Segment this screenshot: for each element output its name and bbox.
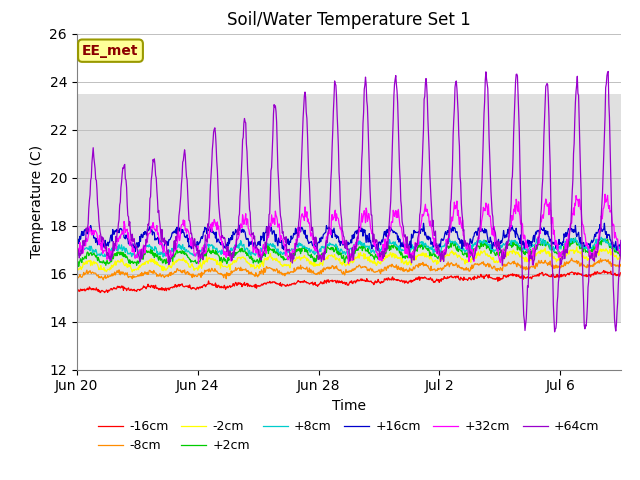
+8cm	[597, 234, 605, 240]
+64cm	[93, 177, 100, 183]
Legend: -16cm, -8cm, -2cm, +2cm, +8cm, +16cm, +32cm, +64cm: -16cm, -8cm, -2cm, +2cm, +8cm, +16cm, +3…	[93, 415, 604, 457]
Title: Soil/Water Temperature Set 1: Soil/Water Temperature Set 1	[227, 11, 470, 29]
+16cm	[617, 240, 625, 246]
+16cm	[202, 226, 209, 232]
-2cm	[301, 252, 308, 258]
-16cm	[93, 285, 100, 291]
+2cm	[75, 264, 83, 269]
Y-axis label: Temperature (C): Temperature (C)	[30, 145, 44, 258]
Text: EE_met: EE_met	[82, 44, 139, 58]
+32cm	[300, 214, 308, 219]
+2cm	[617, 245, 625, 251]
-8cm	[568, 255, 575, 261]
+16cm	[132, 249, 140, 254]
Line: +32cm: +32cm	[77, 194, 621, 265]
+8cm	[271, 245, 279, 251]
+8cm	[159, 254, 167, 260]
-2cm	[617, 255, 625, 261]
+32cm	[617, 246, 625, 252]
Line: -8cm: -8cm	[77, 258, 621, 280]
-2cm	[93, 260, 100, 266]
-2cm	[573, 244, 580, 250]
+2cm	[570, 236, 577, 241]
+2cm	[271, 250, 279, 256]
+64cm	[551, 329, 559, 335]
X-axis label: Time: Time	[332, 399, 366, 413]
Line: +2cm: +2cm	[77, 239, 621, 266]
-8cm	[382, 265, 390, 271]
-16cm	[202, 284, 209, 289]
+64cm	[271, 105, 278, 110]
-8cm	[99, 277, 107, 283]
+8cm	[93, 248, 100, 254]
+32cm	[93, 229, 100, 235]
+16cm	[382, 228, 390, 234]
-2cm	[129, 269, 136, 275]
+8cm	[73, 251, 81, 256]
-16cm	[617, 270, 625, 276]
+32cm	[271, 222, 278, 228]
-8cm	[73, 276, 81, 282]
+16cm	[600, 220, 608, 226]
+8cm	[617, 244, 625, 250]
-16cm	[513, 272, 520, 277]
-16cm	[301, 277, 308, 283]
+2cm	[513, 240, 520, 246]
+8cm	[301, 243, 308, 249]
+64cm	[617, 238, 625, 243]
Bar	[77, 94, 621, 322]
+64cm	[381, 245, 389, 251]
-16cm	[600, 268, 607, 274]
-8cm	[93, 272, 100, 277]
-8cm	[617, 262, 625, 267]
-8cm	[271, 268, 279, 274]
-2cm	[271, 256, 279, 262]
-16cm	[382, 277, 390, 283]
-8cm	[513, 264, 520, 270]
-8cm	[202, 269, 209, 275]
+32cm	[529, 262, 536, 268]
+16cm	[301, 231, 308, 237]
+2cm	[202, 250, 209, 255]
Line: -2cm: -2cm	[77, 247, 621, 272]
Line: -16cm: -16cm	[77, 271, 621, 293]
+32cm	[73, 243, 81, 249]
+64cm	[300, 104, 308, 110]
+8cm	[202, 244, 209, 250]
Line: +64cm: +64cm	[77, 72, 621, 332]
-2cm	[202, 259, 209, 265]
+16cm	[513, 231, 520, 237]
+64cm	[513, 72, 520, 77]
Line: +16cm: +16cm	[77, 223, 621, 252]
+2cm	[301, 244, 308, 250]
-16cm	[73, 288, 81, 294]
+32cm	[381, 236, 389, 242]
+8cm	[513, 239, 520, 245]
-8cm	[301, 266, 308, 272]
+2cm	[93, 255, 101, 261]
+2cm	[382, 251, 390, 256]
-16cm	[96, 290, 104, 296]
+64cm	[73, 253, 81, 259]
+2cm	[73, 261, 81, 267]
+8cm	[382, 241, 390, 247]
+16cm	[93, 236, 100, 241]
-2cm	[513, 249, 520, 255]
+32cm	[201, 251, 209, 256]
+32cm	[601, 192, 609, 197]
+16cm	[73, 241, 81, 247]
+64cm	[604, 69, 612, 74]
+64cm	[201, 246, 209, 252]
-16cm	[271, 280, 279, 286]
+16cm	[271, 239, 279, 244]
-2cm	[382, 252, 390, 258]
-2cm	[73, 267, 81, 273]
+32cm	[513, 196, 520, 202]
Line: +8cm: +8cm	[77, 237, 621, 257]
